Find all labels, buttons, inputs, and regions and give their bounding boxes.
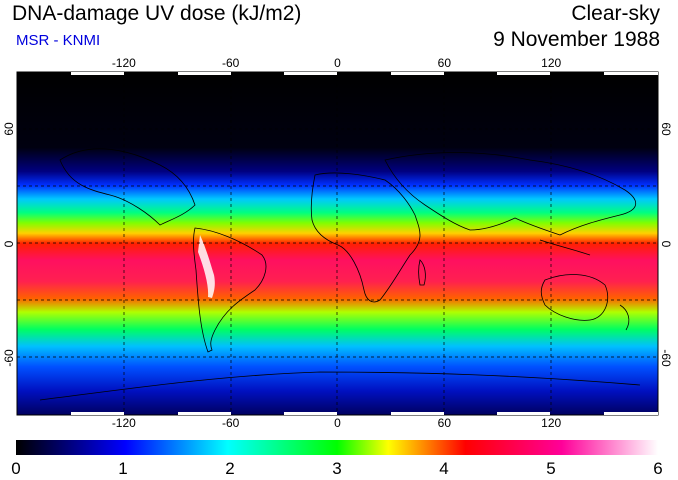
colorbar-tick-label: 6 xyxy=(653,459,663,478)
uv-field xyxy=(17,72,658,415)
latitude-tick-left: 0 xyxy=(2,240,16,247)
coastlines xyxy=(39,148,641,401)
colorbar-tick-label: 3 xyxy=(332,459,342,478)
longitude-tick-bottom: 60 xyxy=(437,416,452,430)
latitude-tick-right: 0 xyxy=(659,240,673,247)
longitude-tick-top: 0 xyxy=(334,56,341,70)
colorbar-tick-label: 4 xyxy=(439,459,449,478)
date-label: 9 November 1988 xyxy=(493,28,660,51)
longitude-tick-bottom: 120 xyxy=(541,416,562,430)
colorbar-tick-label: 1 xyxy=(118,459,128,478)
latitude-tick-left: -60 xyxy=(2,349,16,367)
longitude-tick-bottom: -120 xyxy=(111,416,136,430)
andes-high-dose xyxy=(198,235,215,298)
sky-condition-label: Clear-sky xyxy=(571,2,660,25)
colorbar-tick-label: 5 xyxy=(546,459,556,478)
graticule xyxy=(17,72,658,415)
longitude-tick-top: -120 xyxy=(111,56,136,70)
colorbar xyxy=(16,440,658,455)
map-title: DNA-damage UV dose (kJ/m2) xyxy=(12,2,302,25)
longitude-tick-top: 60 xyxy=(437,56,452,70)
longitude-tick-top: -60 xyxy=(221,56,240,70)
longitude-tick-top: 120 xyxy=(541,56,562,70)
latitude-tick-right: 60 xyxy=(659,122,673,136)
colorbar-tick-label: 2 xyxy=(225,459,235,478)
source-label: MSR - KNMI xyxy=(16,32,101,49)
longitude-tick-bottom: 0 xyxy=(334,416,341,430)
latitude-tick-right: -60 xyxy=(659,349,673,367)
frame-bars xyxy=(71,72,658,415)
latitude-tick-left: 60 xyxy=(2,122,16,136)
colorbar-tick-label: 0 xyxy=(11,459,21,478)
longitude-tick-bottom: -60 xyxy=(221,416,240,430)
map-frame xyxy=(16,71,659,416)
